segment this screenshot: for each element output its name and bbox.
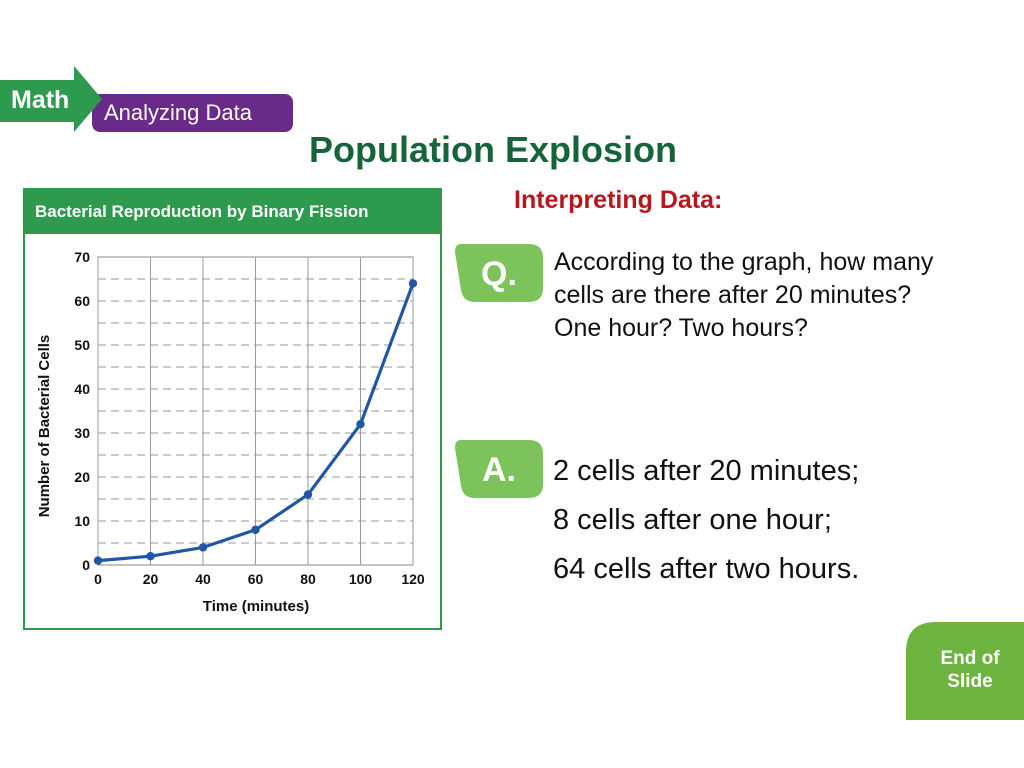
end-of-slide-button[interactable]: End of Slide [906, 622, 1024, 720]
math-analyzing-data-banner [0, 66, 293, 132]
y-tick-label: 50 [74, 337, 90, 353]
banner-math-label: Math [11, 86, 70, 114]
banner-analyzing-data-label: Analyzing Data [104, 100, 252, 125]
y-axis-label: Number of Bacterial Cells [36, 335, 53, 518]
y-tick-label: 30 [74, 425, 90, 441]
chart-title: Bacterial Reproduction by Binary Fission [25, 190, 440, 234]
x-tick-label: 100 [349, 571, 373, 587]
data-point [303, 490, 313, 499]
answer-badge: A. [455, 440, 543, 498]
answer-line-2: 8 cells after one hour; [553, 504, 832, 536]
answer-badge-label: A. [482, 451, 516, 489]
y-tick-label: 0 [82, 557, 90, 573]
answer-line-3: 64 cells after two hours. [553, 553, 860, 585]
y-tick-label: 60 [74, 293, 90, 309]
x-tick-label: 80 [300, 571, 316, 587]
x-tick-label: 40 [195, 571, 211, 587]
data-point [198, 543, 208, 552]
end-of-slide-line-2: Slide [947, 671, 992, 692]
question-badge: Q. [455, 244, 543, 302]
bacterial-growth-line-chart: 0 10 20 30 40 50 60 70 0 20 40 60 80 100 120 Number of… [36, 249, 425, 615]
data-point [408, 279, 418, 288]
data-point [146, 552, 155, 561]
y-tick-label: 20 [74, 469, 90, 485]
question-badge-label: Q. [481, 255, 517, 293]
end-of-slide-line-1: End of [940, 648, 1000, 669]
y-tick-label: 40 [74, 381, 90, 397]
y-tick-label: 70 [74, 249, 90, 265]
x-tick-label: 0 [94, 571, 102, 587]
section-title: Interpreting Data: [514, 186, 723, 214]
slide-title: Population Explosion [309, 129, 677, 170]
data-point [93, 556, 103, 565]
question-text: According to the graph, how many cells a… [554, 248, 934, 342]
x-axis-label: Time (minutes) [203, 598, 309, 615]
chart-frame: Bacterial Reproduction by Binary Fission [23, 188, 442, 630]
data-point [251, 525, 260, 534]
data-point [356, 420, 365, 429]
y-tick-label: 10 [74, 513, 90, 529]
x-tick-label: 20 [143, 571, 159, 587]
x-tick-label: 120 [401, 571, 425, 587]
x-tick-label: 60 [248, 571, 264, 587]
answer-line-1: 2 cells after 20 minutes; [553, 455, 860, 487]
